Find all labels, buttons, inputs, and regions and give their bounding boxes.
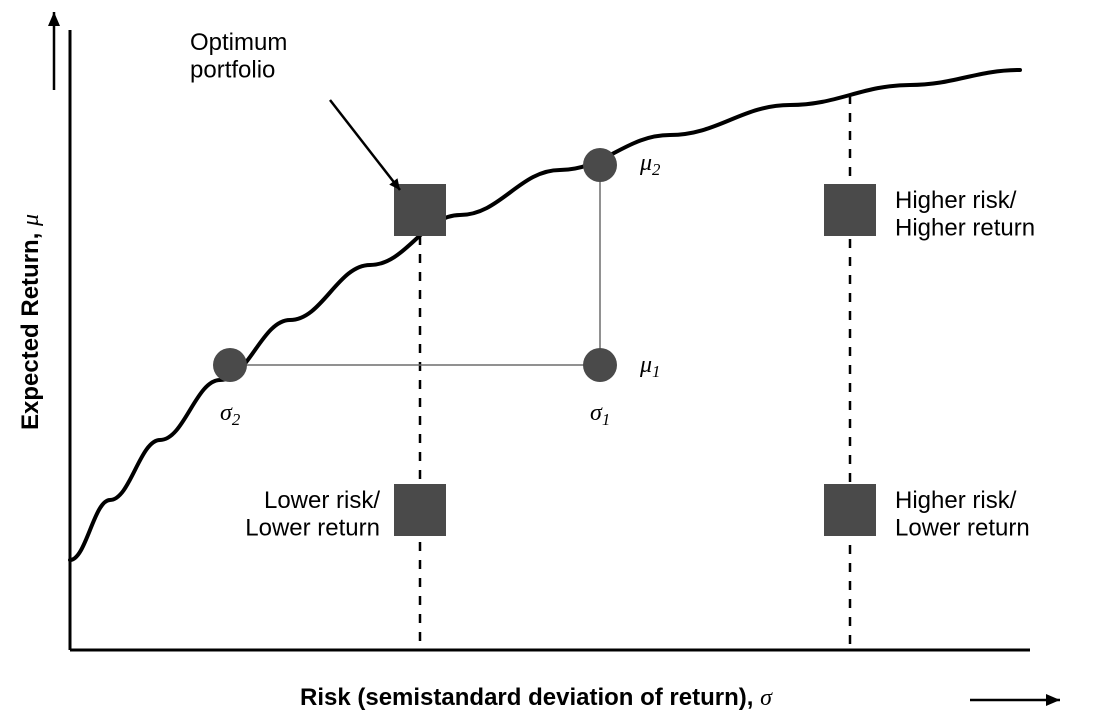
portfolio-square-0 [394, 184, 446, 236]
quadrant-label-1: Higher risk/Lower return [895, 487, 1030, 542]
optimum-label: Optimumportfolio [190, 29, 287, 84]
quadrant-label-2: Lower risk/Lower return [245, 487, 380, 542]
y-axis-label: Expected Return, μ [17, 214, 44, 430]
y-axis-label-group: Expected Return, μ [17, 214, 44, 430]
x-axis-label: Risk (semistandard deviation of return),… [300, 684, 773, 711]
data-point-circle-1 [583, 348, 617, 382]
portfolio-square-3 [824, 484, 876, 536]
data-point-circle-0 [213, 348, 247, 382]
data-point-circle-2 [583, 148, 617, 182]
quadrant-label-0: Higher risk/Higher return [895, 187, 1035, 242]
chart-background [0, 0, 1101, 725]
portfolio-square-1 [394, 484, 446, 536]
portfolio-square-2 [824, 184, 876, 236]
